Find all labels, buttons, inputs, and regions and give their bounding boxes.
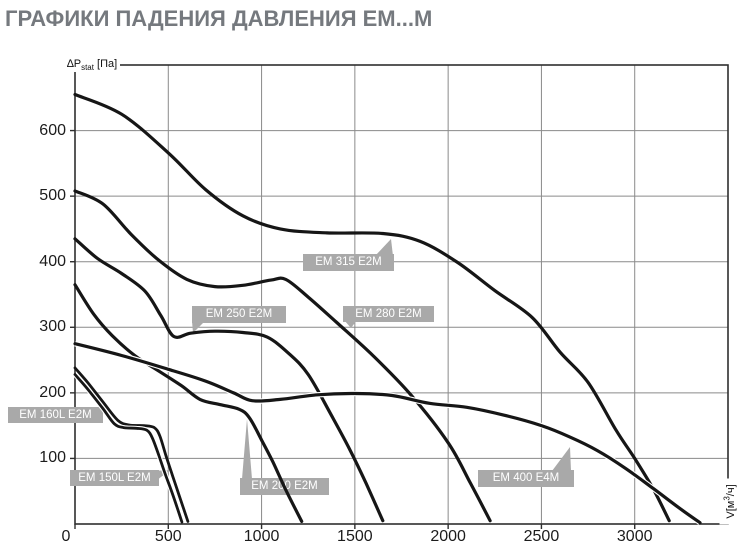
gridlines xyxy=(75,65,728,524)
series-label-em-400: EM 400 E4M xyxy=(478,470,574,487)
curve-em-160l-e2m xyxy=(73,366,190,523)
y-tick-label-300: 300 xyxy=(39,318,66,336)
y-tick-label-500: 500 xyxy=(39,187,66,205)
x-axis-label-main: V[м xyxy=(725,500,738,519)
y-tick-label-400: 400 xyxy=(39,252,66,270)
page-title: ГРАФИКИ ПАДЕНИЯ ДАВЛЕНИЯ EM...M xyxy=(5,6,433,31)
y-axis-label-sub: stat xyxy=(81,63,94,73)
y-axis-label: ∆Pstat [Па] xyxy=(64,57,121,73)
x-tick-label-2500: 2500 xyxy=(523,528,560,545)
curve-halo xyxy=(74,341,702,525)
callout-pointer xyxy=(242,419,252,479)
x-tick-label-500: 500 xyxy=(154,528,182,545)
x-tick-label-3000: 3000 xyxy=(616,528,653,545)
series-label-em-200: EM 200 E2M xyxy=(240,478,329,495)
series-label-em-250: EM 250 E2M xyxy=(192,306,286,323)
y-axis-label-unit: [Па] xyxy=(97,58,118,70)
x-tick-label-2000: 2000 xyxy=(430,528,466,545)
series-label-em-160l: EM 160L E2M xyxy=(8,407,103,423)
series-label-em-315: EM 315 E2M xyxy=(303,254,394,271)
x-axis-label-sup: 3 xyxy=(722,496,732,501)
y-tick-label-600: 600 xyxy=(39,121,66,139)
x-axis-label: V[м3/ч] xyxy=(719,478,738,525)
curve-em-150l-e2m xyxy=(73,373,184,524)
series-label-em-150l: EM 150L E2M xyxy=(70,470,159,486)
y-tick-label-200: 200 xyxy=(39,383,66,401)
x-tick-label-1500: 1500 xyxy=(337,528,373,545)
y-axis-label-main: ∆P xyxy=(67,58,82,70)
callout-pointers xyxy=(152,239,571,484)
plot-border xyxy=(74,64,729,525)
x-tick-label-0: 0 xyxy=(61,528,71,545)
curve-em-400-e4m xyxy=(73,342,702,525)
callout-pointer xyxy=(552,447,571,471)
curve-halo xyxy=(73,372,185,523)
x-tick-label-1000: 1000 xyxy=(243,528,280,545)
series-label-em-280: EM 280 E2M xyxy=(343,306,434,322)
y-tick-label-100: 100 xyxy=(39,449,66,467)
x-axis-label-rest: /ч] xyxy=(725,484,738,497)
